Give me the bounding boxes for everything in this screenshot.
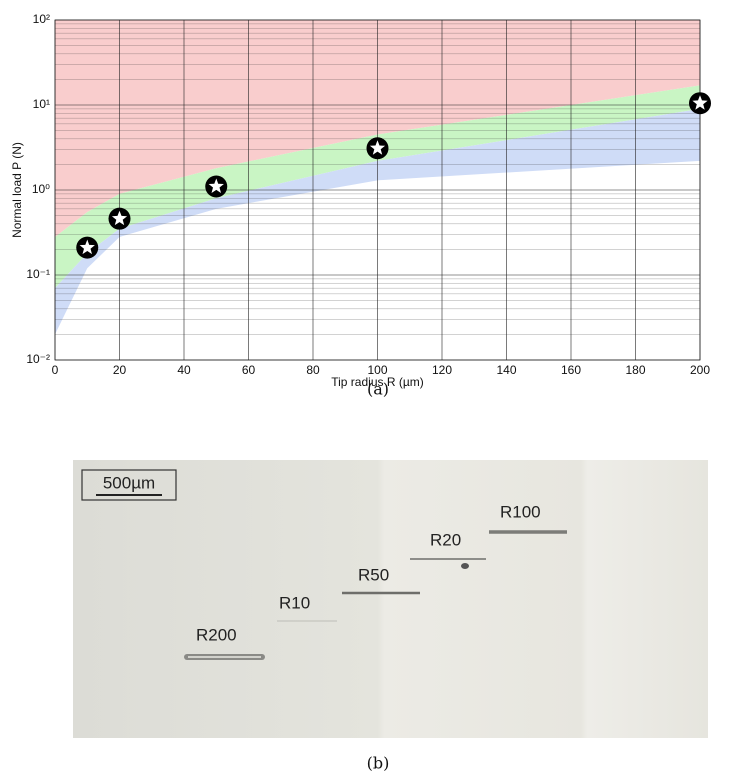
x-tick-label: 120 [432,363,452,377]
marker-star [79,239,95,255]
y-axis-label: Normal load P (N) [10,142,24,238]
y-tick-label: 10⁻² [26,352,50,366]
photo-background [73,460,708,738]
star-marker [205,175,228,198]
plot-frame [54,19,701,361]
band [55,108,700,335]
x-tick-label: 40 [177,363,191,377]
x-tick-label: 140 [496,363,516,377]
caption: (b) [367,754,390,773]
photo-label: R10 [279,593,310,612]
x-tick-label: 100 [367,363,387,377]
debris [461,563,469,569]
x-tick-label: 60 [242,363,256,377]
photo: 500µm R200 R10 R50 R20 R100 [73,460,708,738]
x-tick-label: 160 [561,363,581,377]
y-tick-label: 10¹ [33,97,50,111]
y-tick-label: 10⁰ [32,182,50,196]
x-tick-label: 20 [113,363,127,377]
marker-star [111,210,128,226]
photo-label: R100 [500,502,541,521]
scale-box [81,469,177,501]
x-axis-label: Tip radius R (µm) [331,375,423,389]
marker-star [692,95,708,110]
photo-label: R50 [358,565,389,584]
x-tick-label: 200 [690,363,710,377]
marker-star [208,178,224,193]
y-tick-label: 10² [33,12,50,26]
photo-label: R200 [196,625,237,644]
scale-label: 500µm [103,473,155,492]
x-tick-label: 0 [52,363,59,377]
star-marker [108,207,131,230]
caption: (a) [367,380,389,399]
x-tick-label: 80 [306,363,320,377]
marker-star [369,140,386,155]
x-tick-label: 180 [625,363,645,377]
star-marker [689,92,711,115]
star-marker [366,137,389,160]
y-tick-label: 10⁻¹ [26,267,50,281]
plot: 10⁻² 10⁻¹ 10⁰ 10¹ 10² 0 20 40 60 80 100 120 140 160 18… [10,12,711,389]
photo-label: R20 [430,530,461,549]
star-marker [76,236,99,259]
